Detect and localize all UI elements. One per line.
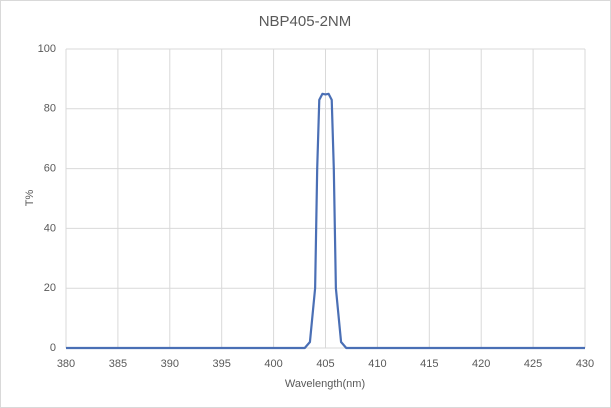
x-tick-label: 395 (213, 358, 231, 370)
x-tick-label: 430 (576, 358, 594, 370)
y-tick-label: 100 (38, 43, 56, 55)
y-tick-label: 20 (44, 282, 56, 294)
data-line (66, 92, 585, 350)
x-tick-label: 420 (472, 358, 490, 370)
x-tick-label: 390 (161, 358, 179, 370)
x-tick-label: 400 (264, 358, 282, 370)
x-tick-label: 415 (420, 358, 438, 370)
x-tick-label: 405 (316, 358, 334, 370)
x-axis-label: Wavelength(nm) (285, 378, 365, 390)
x-tick-label: 425 (524, 358, 542, 370)
y-tick-label: 60 (44, 163, 56, 175)
chart-title: NBP405-2NM (259, 13, 352, 30)
y-tick-label: 40 (44, 222, 56, 234)
x-tick-label: 410 (368, 358, 386, 370)
y-axis-label: T% (24, 190, 36, 207)
x-tick-label: 380 (57, 358, 75, 370)
y-tick-label: 0 (50, 342, 56, 354)
y-tick-label: 80 (44, 103, 56, 115)
x-tick-label: 385 (109, 358, 127, 370)
